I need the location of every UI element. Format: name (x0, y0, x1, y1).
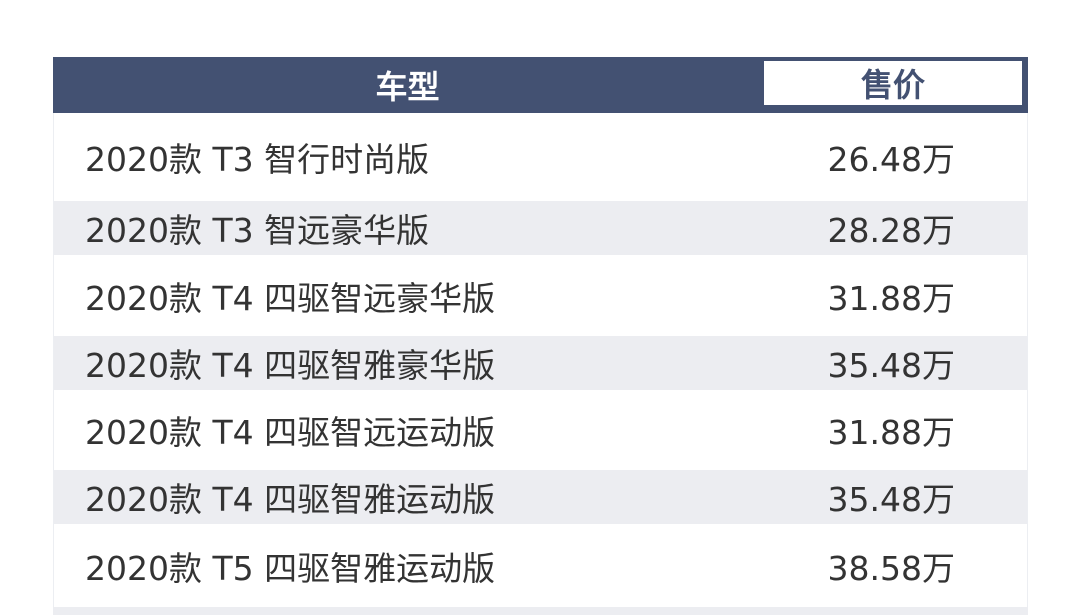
table-row: 2020款 T3 智行时尚版 26.48万 (54, 113, 1027, 201)
price-cell: 31.88万 (827, 278, 955, 318)
model-cell: 2020款 T3 智远豪华版 (85, 211, 430, 250)
price-cell: 26.48万 (827, 140, 955, 179)
model-cell: 2020款 T4 四驱智远运动版 (85, 413, 496, 452)
table-row: 2020款 T3 智远豪华版 28.28万 (54, 201, 1027, 255)
price-table: 2020款 T3 智行时尚版 26.48万 2020款 T3 智远豪华版 28.… (53, 113, 1028, 607)
header-price: 售价 (762, 59, 1024, 107)
table-row: 2020款 T5 四驱智雅运动版 38.58万 (54, 524, 1027, 607)
price-cell: 31.88万 (827, 413, 955, 452)
price-cell: 28.28万 (827, 211, 955, 250)
table-row: 2020款 T4 四驱智雅运动版 35.48万 (54, 470, 1027, 524)
table-bottom-stripe (53, 607, 1028, 615)
price-cell: 35.48万 (827, 480, 955, 519)
model-cell: 2020款 T5 四驱智雅运动版 (85, 548, 496, 588)
model-cell: 2020款 T4 四驱智雅运动版 (85, 480, 496, 519)
table-row: 2020款 T4 四驱智远运动版 31.88万 (54, 390, 1027, 470)
table-header: 车型 售价 (53, 57, 1028, 113)
header-model: 车型 (375, 68, 440, 106)
price-cell: 35.48万 (827, 346, 955, 385)
price-cell: 38.58万 (827, 548, 955, 588)
model-cell: 2020款 T4 四驱智远豪华版 (85, 278, 496, 318)
table-row: 2020款 T4 四驱智雅豪华版 35.48万 (54, 336, 1027, 390)
model-cell: 2020款 T4 四驱智雅豪华版 (85, 346, 496, 385)
table-row: 2020款 T4 四驱智远豪华版 31.88万 (54, 255, 1027, 336)
model-cell: 2020款 T3 智行时尚版 (85, 140, 430, 179)
